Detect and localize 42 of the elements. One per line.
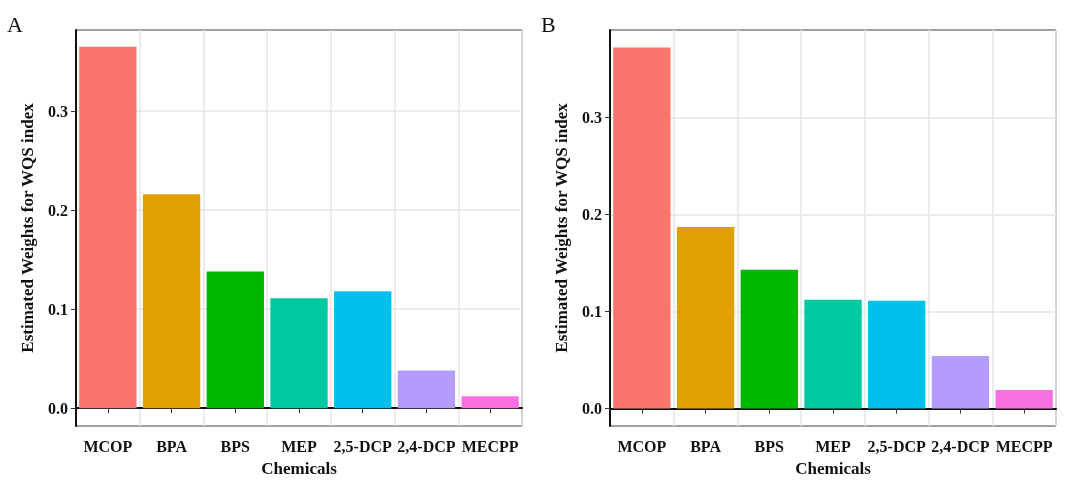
x-tick-label: BPS [754,437,785,455]
x-tick-label: 2,4-DCP [397,437,456,455]
bar [142,194,201,409]
x-tick-label: BPS [220,437,251,455]
y-tick-label: 0.2 [48,201,68,219]
x-tick-label: 2,5-DCP [867,437,927,455]
chart-title: B [541,11,556,37]
y-tick-label: 0.1 [48,300,68,318]
x-tick-label: MCOP [617,437,667,455]
bar [740,269,798,409]
y-axis-title: Estimated Weights for WQS index [18,102,37,353]
y-axis-title: Estimated Weights for WQS index [552,102,571,353]
bar [676,227,735,409]
bar [270,298,328,409]
x-tick-label: MECPP [995,437,1053,455]
x-tick-label: BPA [690,437,722,455]
y-tick-label: 0.2 [582,205,602,223]
y-tick-label: 0.3 [48,102,68,120]
x-tick-label: MEP [281,437,317,455]
bar [206,271,264,409]
bar [868,300,926,409]
bar [79,46,137,409]
x-axis-title: Chemicals [261,459,338,478]
x-tick-label: 2,4-DCP [931,437,990,455]
y-tick-label: 0.3 [582,108,602,126]
x-tick-label: MCOP [83,437,133,455]
x-axis-title: Chemicals [795,459,872,478]
bar [334,291,392,409]
chart-title: A [7,11,23,37]
bar [995,390,1053,409]
bar [931,356,990,409]
y-tick-label: 0.0 [48,399,68,417]
y-tick-label: 0.1 [582,302,602,320]
x-tick-label: MECPP [461,437,519,455]
bar [461,396,519,409]
x-tick-label: 2,5-DCP [333,437,393,455]
bar [397,370,456,409]
bar [804,299,862,409]
bar [613,47,671,409]
y-tick-label: 0.0 [582,400,602,418]
x-tick-label: BPA [156,437,188,455]
x-tick-label: MEP [815,437,851,455]
